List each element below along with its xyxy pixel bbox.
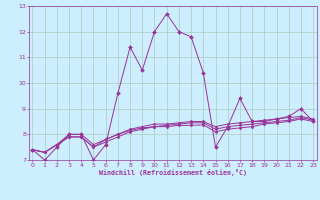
X-axis label: Windchill (Refroidissement éolien,°C): Windchill (Refroidissement éolien,°C) [99,169,247,176]
